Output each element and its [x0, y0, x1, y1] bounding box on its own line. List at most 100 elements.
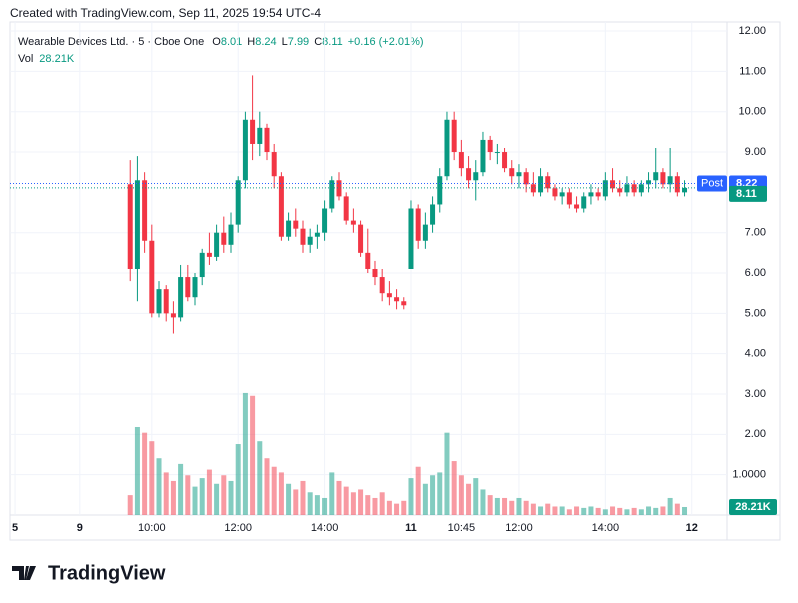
x-tick-label: 5	[12, 522, 18, 534]
volume-bar	[437, 472, 443, 515]
x-tick-label: 10:00	[138, 522, 166, 534]
candle-body	[466, 168, 472, 181]
candle-body	[502, 152, 508, 169]
volume-bar	[530, 503, 536, 515]
volume-bar	[458, 475, 464, 515]
x-tick-label: 14:00	[311, 522, 339, 534]
candle-body	[480, 139, 486, 173]
x-tick-label: 10:45	[448, 522, 476, 534]
volume-badge-label: 28.21K	[735, 501, 771, 513]
volume-bar	[242, 392, 248, 515]
candle-body	[142, 180, 148, 241]
candle-body	[646, 180, 652, 185]
candle-body	[523, 172, 529, 185]
volume-bar	[473, 478, 479, 515]
candle-body	[264, 127, 270, 153]
candle-body	[394, 297, 400, 302]
volume-bar	[199, 478, 205, 515]
candle-body	[408, 208, 414, 269]
candle-body	[667, 176, 673, 185]
candle-body	[494, 152, 500, 154]
candle-body	[235, 180, 241, 225]
y-tick-label: 7.00	[745, 227, 766, 239]
volume-bar	[358, 489, 364, 515]
candle-body	[178, 277, 184, 318]
candle-body	[473, 172, 479, 181]
volume-badge	[729, 498, 777, 515]
volume-bar	[581, 507, 587, 515]
volume-bar	[386, 500, 392, 515]
volume-bar	[322, 497, 328, 515]
volume-bar	[394, 503, 400, 515]
candle-body	[300, 228, 306, 245]
y-tick-label: 6.00	[745, 267, 766, 279]
candle-body	[206, 252, 212, 257]
legend-value: 7.99	[288, 36, 309, 48]
candle-body	[343, 196, 349, 221]
volume-bar	[127, 495, 133, 515]
volume-bar	[538, 506, 544, 515]
legend-value: 8.24	[255, 36, 276, 48]
candle-body	[545, 176, 551, 189]
candle-body	[149, 240, 155, 314]
x-tick-label: 9	[77, 522, 83, 534]
candle-body	[610, 180, 616, 189]
volume-bar	[372, 497, 378, 515]
volume-bar	[444, 432, 450, 515]
volume-bar	[667, 497, 673, 515]
x-tick-label: 12:00	[505, 522, 533, 534]
volume-bar	[574, 506, 580, 515]
candle-body	[293, 220, 299, 229]
volume-bar	[415, 466, 421, 515]
volume-bar	[610, 506, 616, 515]
y-tick-label: 1.0000	[732, 469, 766, 481]
candle-body	[559, 192, 565, 197]
candle-body	[365, 252, 371, 269]
candle-body	[530, 184, 536, 193]
candle-body	[422, 224, 428, 241]
volume-bar	[192, 486, 198, 515]
volume-bar	[602, 509, 608, 515]
candle-body	[372, 268, 378, 278]
x-tick-label: 12	[686, 522, 698, 534]
candle-body	[278, 176, 284, 237]
legend-key: L	[282, 36, 288, 48]
logo-icon	[12, 566, 36, 580]
candle-body	[379, 277, 385, 294]
candle-body	[588, 192, 594, 197]
volume-bar	[235, 444, 241, 515]
candle-body	[322, 208, 328, 233]
candle-body	[134, 180, 140, 269]
volume-bar	[509, 500, 515, 515]
volume-bar	[300, 480, 306, 515]
y-tick-label: 3.00	[745, 388, 766, 400]
legend-title: Wearable Devices Ltd. · 5 · Cboe One	[18, 36, 204, 48]
candle-body	[242, 119, 248, 181]
header-text: Created with TradingView.com, Sep 11, 20…	[10, 6, 321, 20]
volume-bar	[156, 458, 162, 515]
volume-bar	[221, 475, 227, 515]
volume-bar	[149, 441, 155, 515]
volume-bar	[552, 506, 558, 515]
candle-body	[250, 119, 256, 144]
candle-body	[487, 139, 493, 153]
candle-body	[358, 224, 364, 253]
volume-bar	[365, 495, 371, 515]
volume-bar	[588, 506, 594, 515]
volume-bar	[350, 492, 356, 515]
volume-bar	[617, 507, 623, 515]
volume-bar	[214, 483, 220, 515]
candle-body	[401, 301, 407, 306]
volume-title: Vol	[18, 53, 33, 65]
y-tick-label: 11.00	[739, 65, 766, 77]
volume-bar	[336, 480, 342, 515]
candle-body	[314, 232, 320, 237]
candle-body	[552, 188, 558, 197]
volume-bar	[451, 461, 457, 515]
volume-bar	[142, 432, 148, 515]
volume-bar	[466, 483, 472, 515]
volume-bar	[278, 472, 284, 515]
candle-body	[444, 119, 450, 177]
candle-body	[437, 176, 443, 205]
